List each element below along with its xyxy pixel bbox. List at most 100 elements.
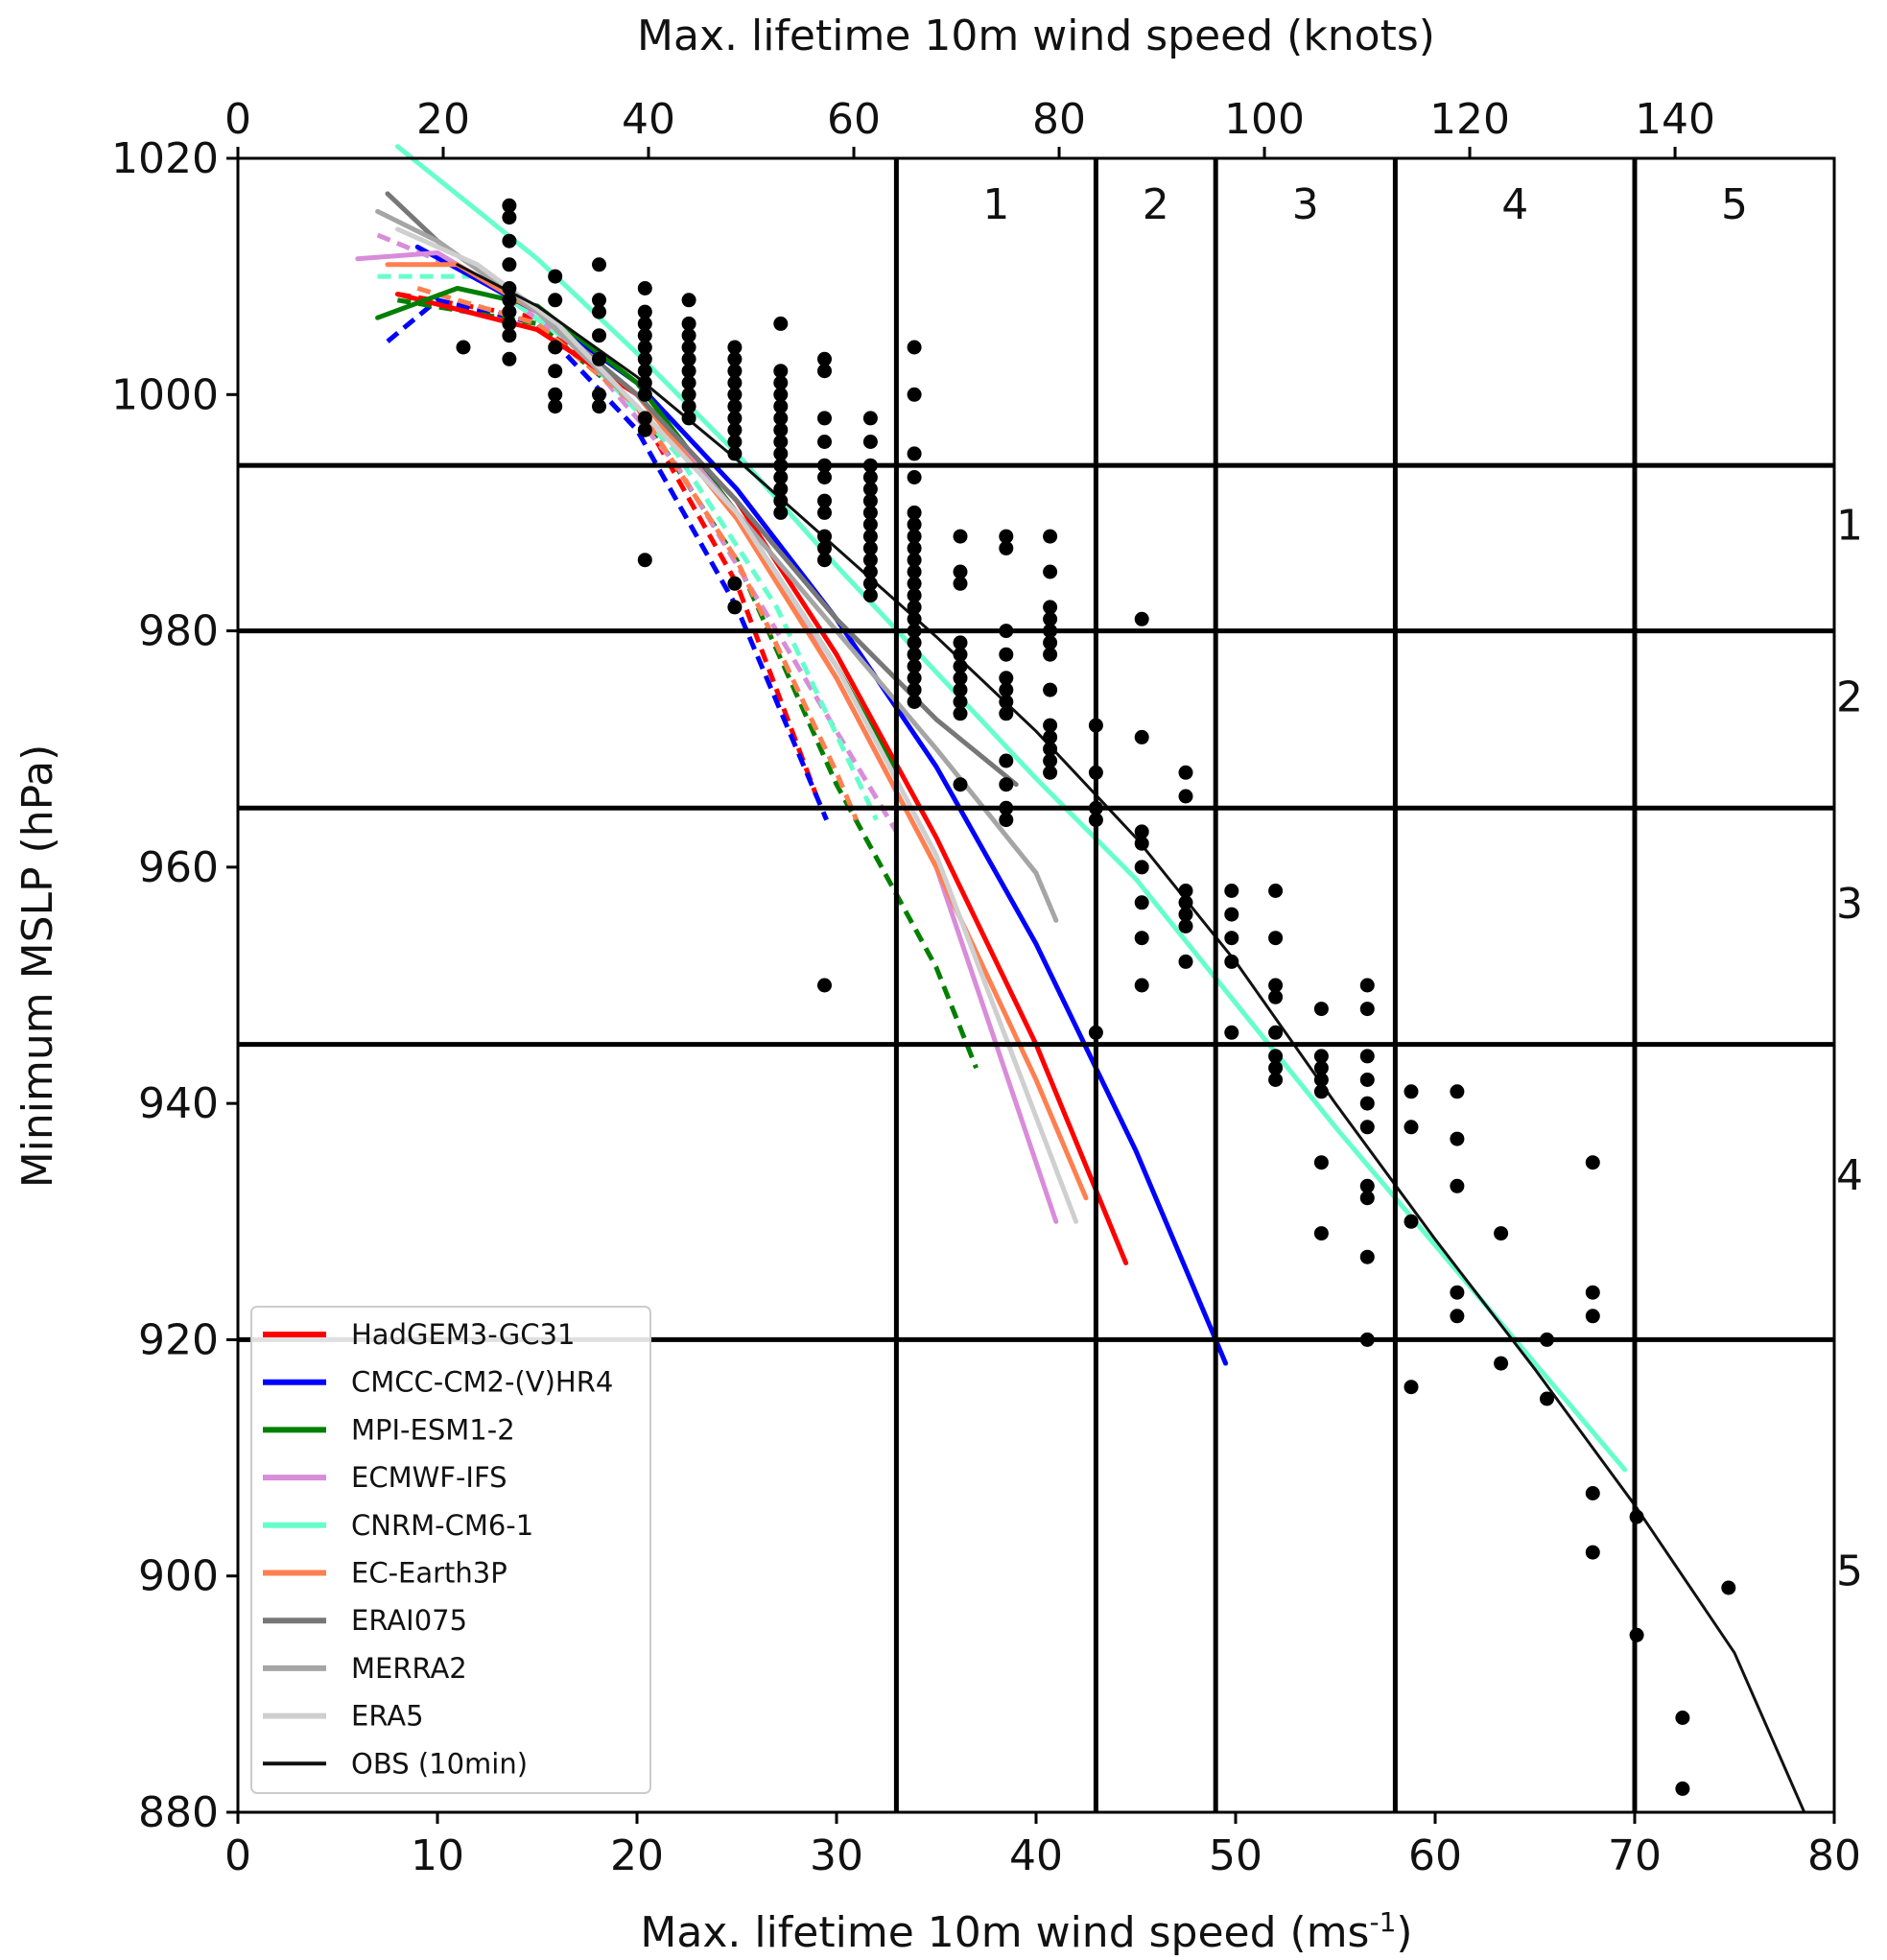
obs-point: [817, 470, 832, 484]
obs-point: [681, 351, 696, 366]
obs-point: [953, 659, 968, 673]
top-tick-label: 0: [224, 95, 251, 144]
obs-point: [773, 411, 789, 426]
obs-point: [953, 529, 968, 544]
obs-point: [548, 269, 563, 284]
pressure-category-label: 5: [1836, 1547, 1863, 1596]
legend-label: MERRA2: [351, 1652, 467, 1685]
obs-point: [773, 505, 789, 520]
obs-point: [773, 387, 789, 402]
obs-point: [1359, 1178, 1375, 1193]
obs-point: [1224, 1025, 1239, 1040]
obs-point: [1359, 978, 1375, 993]
x-tick-label: 10: [411, 1831, 464, 1880]
legend: HadGEM3-GC31 CMCC-CM2-(V)HR4 MPI-ESM1-2 ECM…: [250, 1306, 651, 1794]
obs-point: [1134, 931, 1149, 946]
obs-point: [773, 446, 789, 461]
obs-point: [548, 293, 563, 308]
wind-category-label: 5: [1721, 180, 1748, 229]
obs-point: [1043, 600, 1058, 615]
obs-point: [1313, 1049, 1329, 1064]
obs-point: [999, 706, 1014, 721]
obs-point: [681, 293, 696, 308]
y-tick-label: 1020: [111, 134, 219, 183]
pressure-category-label: 4: [1836, 1151, 1863, 1200]
obs-point: [548, 340, 563, 355]
obs-point: [1043, 765, 1058, 780]
axis-ticks: 0 10 20 30 40 50 60 70 8088090092094096098010001…: [111, 95, 1861, 1880]
obs-point: [953, 635, 968, 650]
obs-point: [681, 340, 696, 355]
obs-point: [999, 682, 1014, 697]
obs-point: [862, 470, 878, 484]
obs-point: [637, 328, 652, 343]
obs-point: [1224, 907, 1239, 922]
obs-point: [681, 316, 696, 331]
x-tick-label: 20: [610, 1831, 664, 1880]
obs-point: [999, 777, 1014, 792]
obs-point: [1450, 1285, 1465, 1300]
wind-category-label: 3: [1292, 180, 1319, 229]
obs-point: [592, 257, 606, 272]
obs-point: [1134, 836, 1149, 851]
obs-point: [1585, 1545, 1600, 1560]
obs-point: [637, 553, 652, 568]
obs-point: [773, 482, 789, 497]
obs-point: [681, 328, 696, 343]
y-tick-label: 960: [138, 843, 219, 892]
wind-category-1-region: [896, 158, 1096, 1812]
obs-point: [1359, 1049, 1375, 1064]
obs-point: [1178, 918, 1193, 933]
obs-point: [773, 422, 789, 437]
obs-point: [548, 399, 563, 414]
x-tick-label: 0: [224, 1831, 251, 1880]
obs-point: [548, 387, 563, 402]
obs-point: [1313, 1226, 1329, 1241]
obs-point: [637, 364, 652, 379]
obs-point: [862, 411, 878, 426]
x-tick-label: 80: [1807, 1831, 1861, 1880]
obs-point: [907, 553, 922, 568]
pressure-category-label: 2: [1836, 673, 1863, 721]
obs-point: [637, 375, 652, 390]
obs-point: [727, 435, 743, 449]
obs-point: [502, 210, 517, 225]
obs-point: [862, 588, 878, 603]
obs-point: [1043, 564, 1058, 579]
obs-point: [1450, 1178, 1465, 1193]
obs-point: [1268, 989, 1284, 1004]
obs-point: [862, 540, 878, 555]
obs-point: [637, 316, 652, 331]
obs-point: [1178, 884, 1193, 898]
obs-point: [502, 293, 517, 308]
obs-point: [773, 364, 789, 379]
obs-point: [1178, 895, 1193, 910]
obs-point: [592, 399, 606, 414]
x-tick-label: 50: [1209, 1831, 1262, 1880]
obs-point: [1359, 1191, 1375, 1206]
top-tick-label: 80: [1032, 95, 1086, 144]
obs-point: [907, 517, 922, 532]
obs-point: [1494, 1226, 1509, 1241]
category-labels: 1 2 3 4 5 1 2 3 4 5: [982, 180, 1863, 1596]
obs-point: [681, 387, 696, 402]
obs-point: [862, 576, 878, 591]
fit-dashed-cnrm-cm6-1: [377, 273, 879, 821]
obs-point: [999, 813, 1014, 828]
legend-label: ECMWF-IFS: [351, 1461, 507, 1494]
obs-point: [1178, 765, 1193, 780]
obs-point: [999, 540, 1014, 555]
y-tick-label: 900: [138, 1552, 219, 1601]
obs-point: [1313, 1073, 1329, 1087]
legend-label: CMCC-CM2-(V)HR4: [351, 1366, 613, 1399]
obs-point: [817, 351, 832, 366]
obs-point: [773, 375, 789, 390]
obs-point: [681, 375, 696, 390]
top-axis-title: Max. lifetime 10m wind speed (knots): [637, 12, 1435, 60]
legend-label: CNRM-CM6-1: [351, 1509, 533, 1542]
pressure-category-label: 1: [1836, 502, 1863, 551]
legend-label: OBS (10min): [351, 1747, 528, 1780]
top-tick-label: 60: [827, 95, 881, 144]
obs-point: [1134, 611, 1149, 626]
obs-point: [727, 399, 743, 414]
